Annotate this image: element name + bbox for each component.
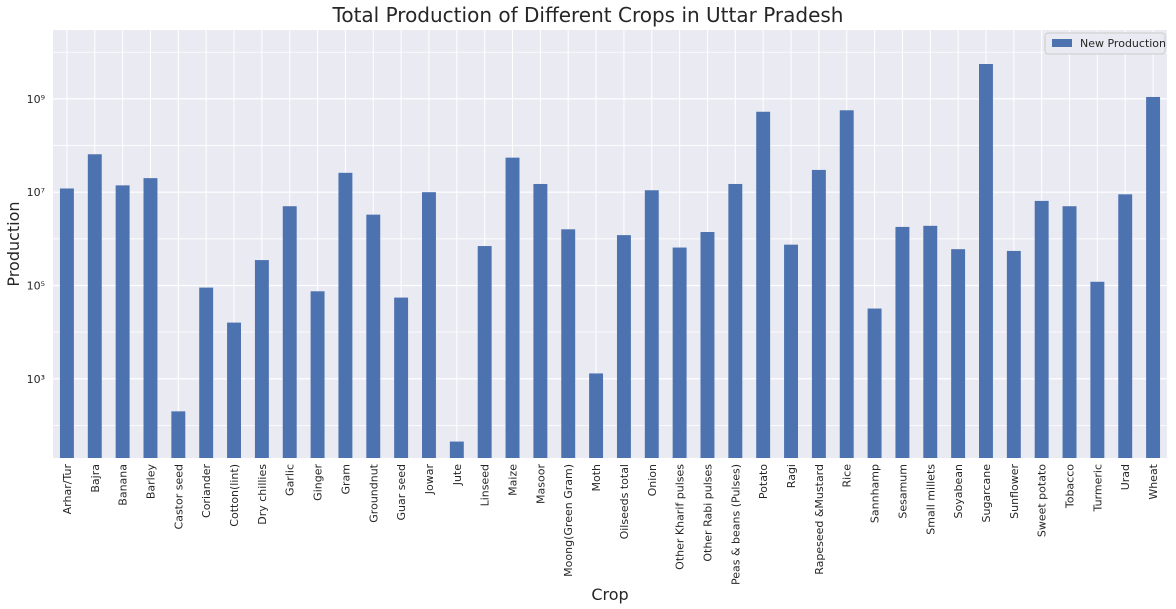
bar (784, 244, 798, 458)
y-axis-label: Production (4, 201, 23, 286)
bar (282, 206, 297, 458)
x-tick-label: Soyabean (952, 464, 965, 518)
y-tick-label: 10³ (27, 373, 45, 386)
x-tick-label: Guar seed (395, 464, 408, 521)
bar (1146, 96, 1161, 459)
x-tick-label: Coriander (200, 464, 213, 518)
bar (672, 247, 687, 458)
bar (700, 232, 715, 458)
bar (1034, 200, 1049, 458)
bar (422, 192, 436, 458)
x-tick-label: Oilseeds total (618, 464, 631, 539)
legend: New Production (1044, 32, 1166, 55)
bar (811, 169, 826, 458)
x-tick-label: Turmeric (1091, 464, 1104, 512)
bar (1090, 281, 1105, 458)
x-tick-label: Arhar/Tur (61, 464, 74, 515)
bar (979, 63, 993, 458)
bar (171, 411, 186, 458)
x-tick-label: Maize (507, 464, 520, 496)
bar (533, 183, 548, 458)
x-tick-label: Ginger (312, 464, 325, 501)
y-tick-label: 10⁹ (27, 93, 45, 106)
x-tick-label: Potato (757, 464, 770, 499)
bar (561, 229, 576, 458)
x-tick-label: Cotton(lint) (228, 464, 241, 527)
bar (951, 249, 966, 458)
bar (394, 297, 409, 458)
x-tick-label: Garlic (284, 464, 297, 496)
x-tick-label: Groundnut (367, 463, 380, 522)
plot-background (53, 30, 1167, 458)
x-tick-label: Sunflower (1008, 464, 1021, 519)
x-tick-label: Peas & beans (Pulses) (729, 464, 742, 585)
x-tick-label: Rapeseed &Mustard (813, 464, 826, 575)
x-tick-label: Moth (590, 464, 603, 492)
x-axis-label: Crop (591, 585, 628, 604)
bar (1006, 250, 1021, 458)
bar (895, 226, 910, 458)
bar (199, 287, 214, 458)
chart-title: Total Production of Different Crops in U… (332, 3, 844, 27)
x-tick-label: Castor seed (172, 464, 185, 529)
bar (449, 441, 464, 458)
legend-box (1044, 32, 1166, 55)
x-tick-label: Masoor (534, 464, 547, 504)
x-tick-label: Banana (117, 464, 130, 506)
x-tick-label: Sweet potato (1036, 464, 1049, 537)
bar (839, 110, 854, 458)
bar (310, 291, 325, 458)
x-tick-label: Rice (841, 464, 854, 488)
x-tick-label: Bajra (89, 464, 102, 493)
x-tick-label: Sesamum (896, 464, 909, 519)
x-tick-label: Other Rabi pulses (701, 464, 714, 562)
y-tick-label: 10⁵ (27, 279, 45, 292)
bar (227, 322, 241, 458)
bars (59, 63, 1161, 459)
bar (728, 183, 743, 458)
y-axis-ticks: 10³ 10⁵ 10⁷ 10⁹ (27, 93, 45, 386)
x-tick-label: Other Kharif pulses (674, 464, 687, 570)
bar (477, 246, 492, 458)
bar (756, 111, 771, 459)
x-tick-label: Jowar (423, 464, 436, 496)
x-tick-label: Wheat (1147, 463, 1160, 499)
bar (1118, 194, 1133, 458)
bar (87, 154, 102, 458)
bar (366, 214, 381, 458)
bar (644, 190, 659, 458)
bar (867, 308, 882, 458)
x-tick-label: Tobacco (1064, 464, 1077, 509)
bar (143, 178, 158, 458)
bar (616, 235, 631, 458)
bar (115, 185, 130, 458)
x-tick-label: Ragi (785, 464, 798, 488)
x-tick-label: Onion (646, 464, 659, 496)
x-tick-label: Barley (144, 464, 157, 500)
bar (1062, 206, 1077, 458)
x-axis-ticks: Arhar/Tur Bajra Banana Barley Castor seed Cor… (61, 463, 1160, 585)
bar (254, 260, 269, 458)
x-tick-label: Sugarcane (980, 464, 993, 523)
x-tick-label: Gram (339, 464, 352, 495)
x-tick-label: Sannhamp (869, 464, 882, 523)
x-tick-label: Jute (451, 464, 464, 487)
bar (923, 225, 938, 458)
legend-swatch (1052, 39, 1072, 47)
bar (505, 157, 520, 458)
bar (338, 172, 353, 458)
x-tick-label: Dry chillies (256, 464, 269, 525)
bar (589, 373, 604, 458)
x-tick-label: Linseed (479, 464, 492, 506)
bar (59, 188, 74, 458)
legend-label: New Production (1080, 37, 1166, 50)
x-tick-label: Moong(Green Gram) (562, 464, 575, 577)
x-tick-label: Small millets (924, 464, 937, 535)
x-tick-label: Urad (1119, 464, 1132, 490)
y-tick-label: 10⁷ (27, 186, 45, 199)
